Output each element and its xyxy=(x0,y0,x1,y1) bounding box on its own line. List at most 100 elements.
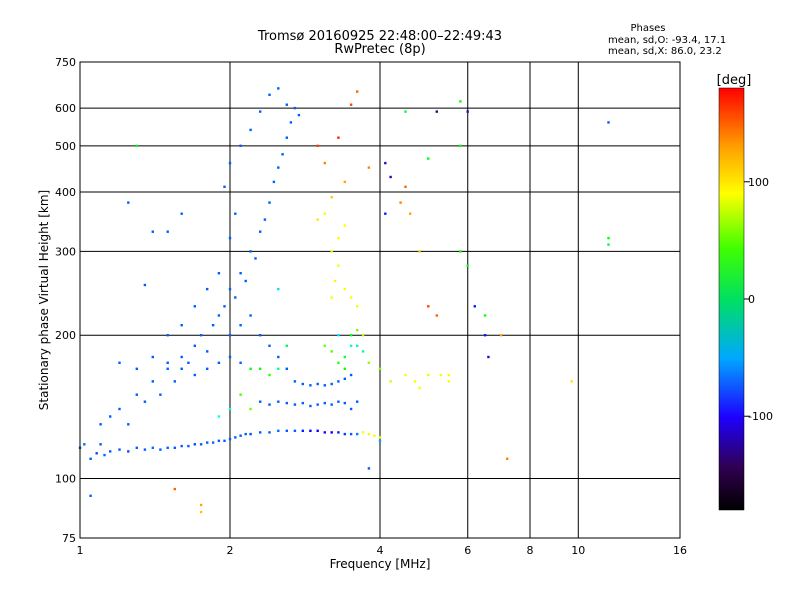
data-point xyxy=(297,113,301,117)
y-axis-ticks: 75 100 200 300 400 500 600 750 xyxy=(55,56,76,545)
data-point xyxy=(228,355,232,359)
data-point xyxy=(166,334,169,337)
data-point xyxy=(187,361,190,364)
data-point xyxy=(135,393,138,396)
data-point xyxy=(285,344,288,347)
data-point xyxy=(427,373,430,377)
data-point xyxy=(330,382,333,386)
data-point xyxy=(211,324,215,327)
data-point xyxy=(285,429,288,432)
data-point xyxy=(435,314,438,317)
y-tick-label: 500 xyxy=(55,140,76,153)
data-point xyxy=(607,121,610,124)
data-point xyxy=(439,373,443,377)
phases-o-mode: mean, sd,O: -93.4, 17.1 xyxy=(608,35,726,46)
data-point xyxy=(309,384,312,387)
data-point xyxy=(343,224,346,227)
data-point xyxy=(83,443,86,446)
x-axis-ticks: 1 2 4 6 8 10 16 xyxy=(77,544,688,557)
data-point xyxy=(293,403,297,406)
data-point xyxy=(234,436,237,439)
data-point xyxy=(330,431,333,434)
data-point xyxy=(173,446,176,449)
data-point xyxy=(293,429,297,432)
data-point xyxy=(228,334,232,337)
data-point xyxy=(418,250,421,253)
data-point xyxy=(570,380,573,383)
colorbar xyxy=(718,87,745,511)
data-point xyxy=(349,103,353,106)
data-point xyxy=(333,279,337,283)
data-point xyxy=(343,377,346,380)
data-point xyxy=(343,180,346,184)
data-point xyxy=(373,434,376,437)
data-point xyxy=(118,407,121,411)
data-point xyxy=(427,157,430,160)
data-point xyxy=(349,373,353,377)
data-point xyxy=(466,110,469,113)
data-point xyxy=(378,436,382,439)
data-point xyxy=(447,373,451,377)
data-point xyxy=(268,201,271,204)
data-point xyxy=(309,429,312,432)
data-point xyxy=(349,334,353,337)
data-point xyxy=(316,144,319,147)
data-point xyxy=(118,448,121,451)
data-point xyxy=(199,443,203,446)
data-point xyxy=(268,403,271,406)
data-point xyxy=(277,367,280,370)
data-point xyxy=(127,423,130,426)
data-point xyxy=(249,367,252,370)
data-point xyxy=(337,400,340,403)
data-point xyxy=(249,128,252,132)
data-point xyxy=(277,400,280,403)
data-point xyxy=(89,494,92,497)
data-point xyxy=(109,450,112,453)
data-point xyxy=(180,444,183,448)
data-point xyxy=(89,457,92,460)
data-point xyxy=(217,314,221,317)
data-point xyxy=(228,407,232,411)
plot-frame xyxy=(79,61,681,539)
data-point xyxy=(323,212,326,215)
data-point xyxy=(95,452,98,455)
data-point xyxy=(109,415,112,418)
data-point xyxy=(483,334,487,337)
data-point xyxy=(367,467,371,470)
data-point xyxy=(166,367,169,370)
x-tick-label: 4 xyxy=(377,544,384,557)
data-point xyxy=(180,367,183,370)
data-point xyxy=(187,444,190,448)
data-point xyxy=(228,161,232,165)
data-point xyxy=(159,448,162,451)
data-point xyxy=(259,110,262,113)
data-point xyxy=(285,103,288,106)
data-point xyxy=(239,272,242,275)
data-point xyxy=(272,180,276,184)
data-point xyxy=(228,287,232,291)
data-point xyxy=(384,161,387,165)
data-point xyxy=(459,250,462,253)
data-point xyxy=(316,218,319,221)
data-point xyxy=(268,373,271,377)
data-point xyxy=(180,324,183,327)
data-point xyxy=(135,144,138,147)
data-point xyxy=(330,403,333,406)
data-point xyxy=(223,305,226,308)
data-point xyxy=(103,453,106,457)
data-point xyxy=(293,106,297,110)
y-tick-label: 750 xyxy=(55,56,76,69)
data-point xyxy=(285,367,288,370)
data-point xyxy=(316,382,319,386)
data-point xyxy=(361,431,365,434)
data-point xyxy=(206,441,209,444)
data-point xyxy=(361,350,365,353)
data-point xyxy=(277,87,280,90)
y-tick-label: 75 xyxy=(62,532,76,545)
data-point xyxy=(487,355,490,359)
data-point xyxy=(404,110,407,113)
data-point xyxy=(607,243,610,246)
data-point xyxy=(343,432,346,436)
data-point xyxy=(323,344,326,347)
data-point xyxy=(244,432,247,436)
